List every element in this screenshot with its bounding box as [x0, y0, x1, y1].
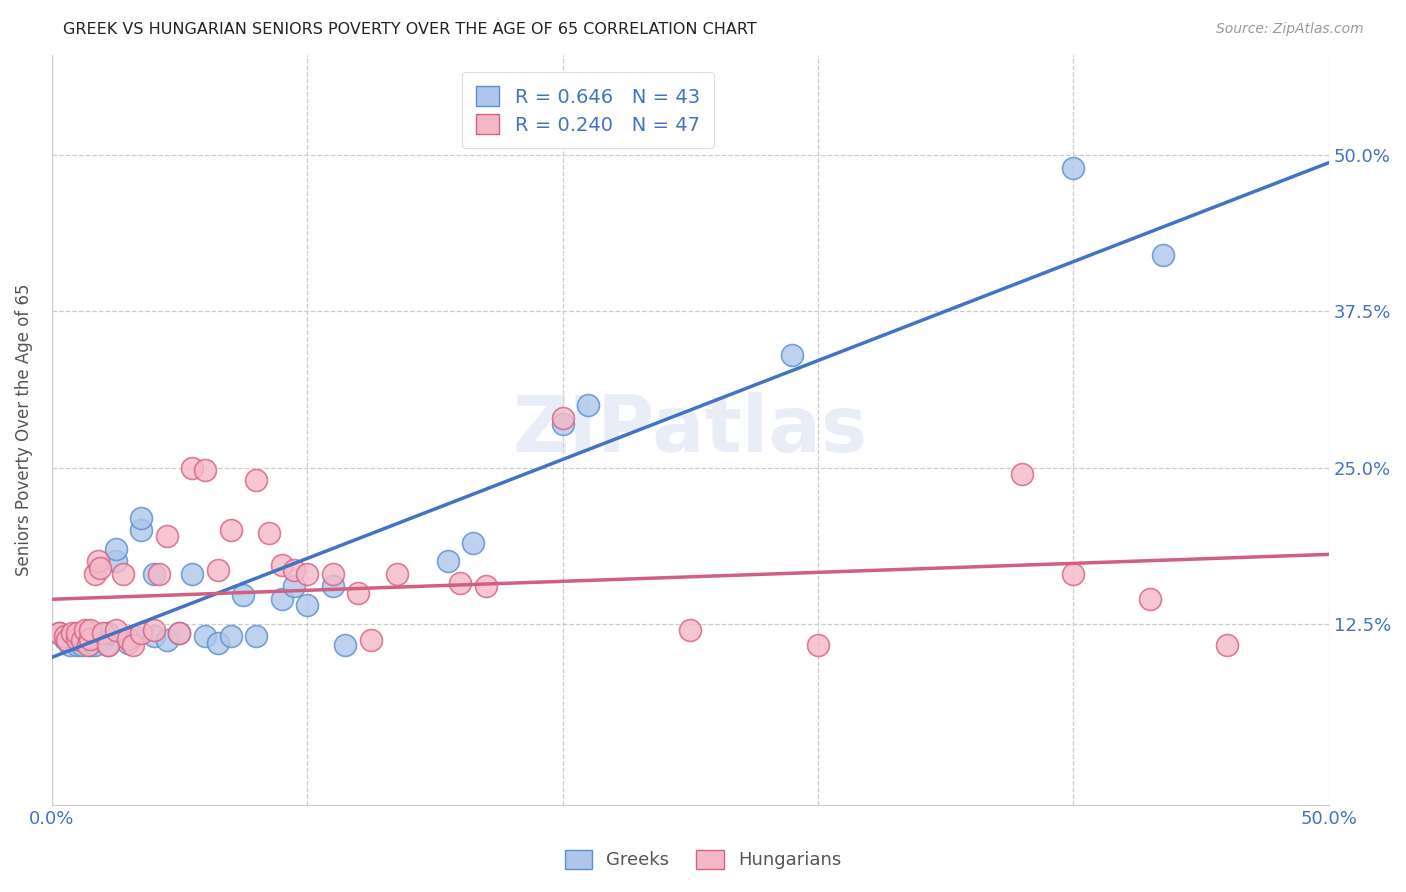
Point — [219, 629, 242, 643]
Point — [156, 529, 179, 543]
Point — [807, 638, 830, 652]
Point — [104, 541, 127, 556]
Point — [66, 638, 89, 652]
Point — [1011, 467, 1033, 481]
Point — [679, 623, 702, 637]
Point — [142, 566, 165, 581]
Point — [245, 473, 267, 487]
Point — [48, 625, 70, 640]
Point — [60, 625, 83, 640]
Point — [142, 623, 165, 637]
Point — [181, 460, 204, 475]
Point — [53, 632, 76, 646]
Point — [79, 632, 101, 646]
Legend: R = 0.646   N = 43, R = 0.240   N = 47: R = 0.646 N = 43, R = 0.240 N = 47 — [463, 72, 714, 148]
Point — [66, 629, 89, 643]
Point — [1152, 248, 1174, 262]
Point — [169, 625, 191, 640]
Text: ZIPatlas: ZIPatlas — [513, 392, 868, 468]
Point — [551, 417, 574, 431]
Point — [576, 398, 599, 412]
Point — [122, 629, 145, 643]
Point — [79, 638, 101, 652]
Point — [436, 554, 458, 568]
Point — [79, 632, 101, 646]
Point — [104, 623, 127, 637]
Point — [87, 632, 110, 646]
Point — [148, 566, 170, 581]
Point — [60, 632, 83, 646]
Point — [66, 625, 89, 640]
Point — [48, 625, 70, 640]
Point — [322, 579, 344, 593]
Point — [91, 625, 114, 640]
Point — [56, 633, 79, 648]
Point — [360, 633, 382, 648]
Point — [194, 463, 217, 477]
Point — [1139, 591, 1161, 606]
Point — [89, 560, 111, 574]
Point — [59, 638, 82, 652]
Point — [295, 566, 318, 581]
Point — [79, 623, 101, 637]
Point — [335, 638, 357, 652]
Point — [72, 638, 94, 652]
Point — [129, 523, 152, 537]
Point — [53, 629, 76, 643]
Point — [551, 410, 574, 425]
Point — [76, 638, 98, 652]
Point — [73, 623, 96, 637]
Point — [207, 635, 229, 649]
Point — [245, 629, 267, 643]
Legend: Greeks, Hungarians: Greeks, Hungarians — [555, 841, 851, 879]
Point — [87, 554, 110, 568]
Point — [112, 566, 135, 581]
Point — [475, 579, 498, 593]
Point — [207, 563, 229, 577]
Point — [322, 566, 344, 581]
Text: GREEK VS HUNGARIAN SENIORS POVERTY OVER THE AGE OF 65 CORRELATION CHART: GREEK VS HUNGARIAN SENIORS POVERTY OVER … — [63, 22, 756, 37]
Point — [385, 566, 408, 581]
Point — [1062, 161, 1084, 175]
Point — [117, 635, 139, 649]
Point — [117, 632, 139, 646]
Point — [283, 563, 305, 577]
Point — [122, 638, 145, 652]
Point — [142, 629, 165, 643]
Point — [232, 588, 254, 602]
Point — [129, 625, 152, 640]
Point — [91, 633, 114, 648]
Point — [194, 629, 217, 643]
Y-axis label: Seniors Poverty Over the Age of 65: Seniors Poverty Over the Age of 65 — [15, 284, 32, 576]
Point — [84, 566, 107, 581]
Point — [257, 525, 280, 540]
Point — [782, 348, 804, 362]
Point — [104, 554, 127, 568]
Point — [347, 585, 370, 599]
Point — [270, 558, 292, 573]
Point — [270, 591, 292, 606]
Point — [97, 638, 120, 652]
Point — [156, 633, 179, 648]
Point — [97, 638, 120, 652]
Point — [283, 579, 305, 593]
Point — [84, 638, 107, 652]
Point — [295, 598, 318, 612]
Point — [66, 632, 89, 646]
Point — [449, 575, 471, 590]
Point — [169, 625, 191, 640]
Point — [97, 625, 120, 640]
Point — [129, 510, 152, 524]
Point — [72, 633, 94, 648]
Text: Source: ZipAtlas.com: Source: ZipAtlas.com — [1216, 22, 1364, 37]
Point — [1215, 638, 1237, 652]
Point — [463, 535, 485, 549]
Point — [219, 523, 242, 537]
Point — [73, 632, 96, 646]
Point — [181, 566, 204, 581]
Point — [1062, 566, 1084, 581]
